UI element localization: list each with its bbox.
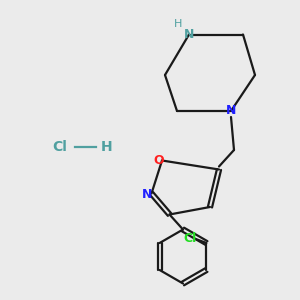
- Text: H: H: [174, 19, 183, 29]
- Text: N: N: [184, 28, 194, 41]
- Text: Cl: Cl: [52, 140, 68, 154]
- Text: N: N: [226, 104, 236, 118]
- Text: H: H: [101, 140, 112, 154]
- Text: N: N: [142, 188, 152, 202]
- Text: Cl: Cl: [183, 232, 196, 245]
- Text: O: O: [154, 154, 164, 167]
